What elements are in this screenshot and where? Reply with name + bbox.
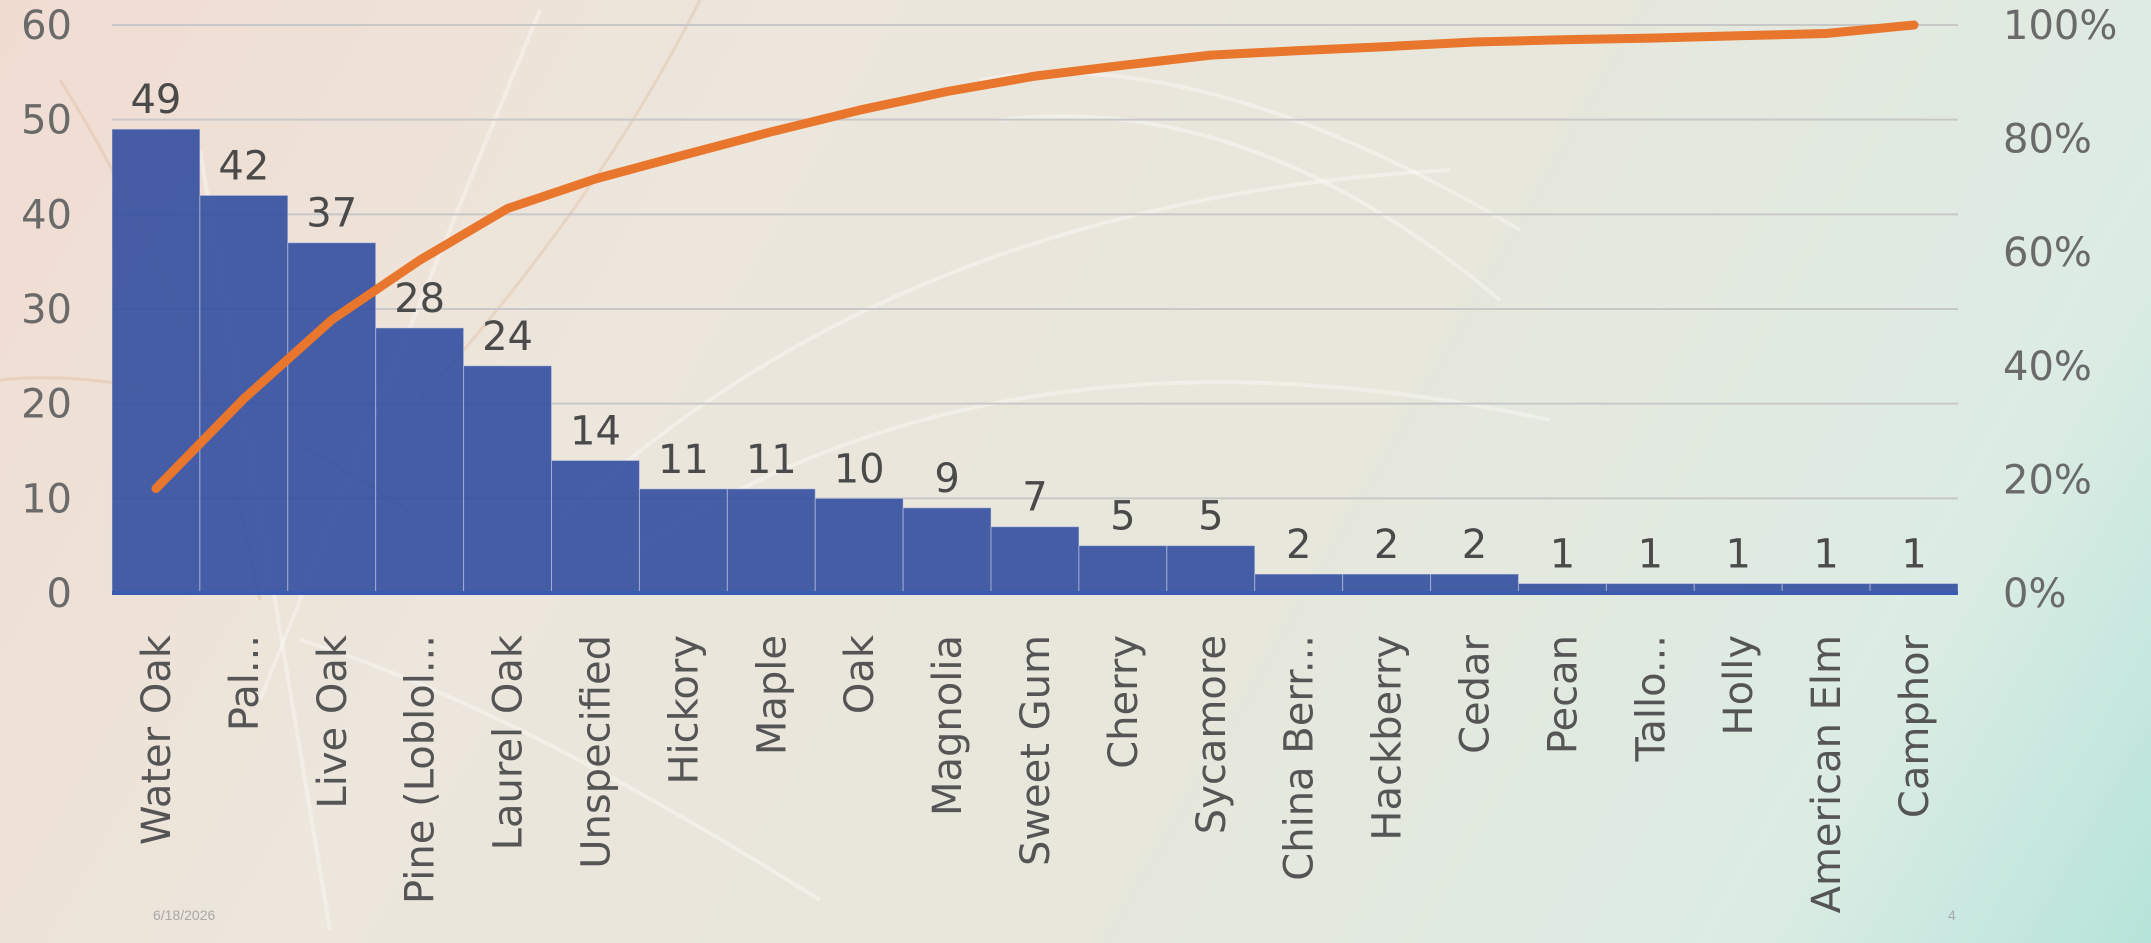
data-label: 5 <box>1110 494 1135 540</box>
category-label: Camphor <box>1892 634 1938 818</box>
category-label: Pine (Loblol... <box>398 635 444 904</box>
data-label: 7 <box>1022 475 1047 521</box>
bar <box>1166 545 1256 594</box>
data-label: 37 <box>306 191 357 237</box>
y-tick-label: 30 <box>21 287 72 333</box>
category-label: Pecan <box>1540 635 1586 754</box>
data-label: 2 <box>1374 522 1399 568</box>
category-label: Oak <box>837 634 883 714</box>
y-tick-label: 60 <box>21 3 72 49</box>
category-label: Unspecified <box>573 635 619 869</box>
y2-tick-label: 40% <box>2003 344 2092 390</box>
data-label: 42 <box>218 143 269 189</box>
bars <box>111 128 1959 594</box>
category-label: China Berr... <box>1277 635 1323 881</box>
category-label: Laurel Oak <box>486 634 532 850</box>
category-label: Live Oak <box>310 634 356 808</box>
bar <box>902 507 992 594</box>
data-label: 2 <box>1286 522 1311 568</box>
bar <box>726 488 816 594</box>
category-label: Hickory <box>661 635 707 785</box>
category-label: Sycamore <box>1189 635 1235 834</box>
bar <box>463 365 553 594</box>
bar <box>814 497 904 594</box>
data-label: 5 <box>1198 494 1223 540</box>
bar <box>111 128 201 594</box>
data-label: 10 <box>834 446 885 492</box>
data-label: 9 <box>934 456 959 502</box>
category-label: Maple <box>749 635 795 755</box>
bar <box>1430 573 1519 594</box>
category-label: Water Oak <box>134 634 180 845</box>
data-label: 1 <box>1726 532 1751 578</box>
y-axis-left: 0 10 20 30 40 50 60 <box>21 3 72 617</box>
bar <box>638 488 728 594</box>
category-label: Cherry <box>1101 635 1147 769</box>
y2-tick-label: 80% <box>2003 117 2092 163</box>
data-label: 1 <box>1550 532 1575 578</box>
y-tick-label: 20 <box>21 382 72 428</box>
y2-tick-label: 0% <box>2003 571 2066 617</box>
data-label: 14 <box>570 408 621 454</box>
category-label: American Elm <box>1804 635 1850 913</box>
bar <box>1342 573 1432 594</box>
cumulative-line <box>151 20 1919 493</box>
category-label: Holly <box>1716 635 1762 735</box>
footer-page-number: 4 <box>1948 907 1956 923</box>
data-label: 11 <box>658 437 709 483</box>
category-label: Tallo... <box>1628 635 1674 762</box>
data-label: 1 <box>1813 532 1838 578</box>
data-label: 11 <box>746 437 797 483</box>
footer-date: 6/18/2026 <box>153 907 216 923</box>
cumulative-percent-line <box>151 20 1919 493</box>
category-label: Cedar <box>1453 634 1499 753</box>
y2-tick-label: 60% <box>2003 230 2092 276</box>
data-label: 1 <box>1638 532 1663 578</box>
y-tick-label: 10 <box>21 476 72 522</box>
category-label: Hackberry <box>1365 635 1411 841</box>
data-label: 1 <box>1901 532 1926 578</box>
bar <box>375 327 465 594</box>
category-label: Sweet Gum <box>1013 635 1059 866</box>
y2-tick-label: 20% <box>2003 457 2092 503</box>
category-labels: Water Oak Pal... Live Oak Pine (Loblol... La… <box>134 634 1938 913</box>
y2-tick-label: 100% <box>2003 3 2117 49</box>
data-label: 28 <box>394 276 445 322</box>
data-label: 49 <box>130 77 181 123</box>
y-tick-label: 0 <box>47 571 72 617</box>
data-label: 24 <box>482 314 533 360</box>
data-label: 2 <box>1462 522 1487 568</box>
bar <box>551 459 640 594</box>
category-label: Magnolia <box>925 635 971 816</box>
y-axis-right: 0% 20% 40% 60% 80% 100% <box>2003 3 2117 617</box>
y-tick-label: 40 <box>21 192 72 238</box>
bar <box>1254 573 1344 594</box>
bar <box>990 526 1080 594</box>
category-label: Pal... <box>222 635 268 731</box>
bar <box>1078 545 1168 594</box>
y-tick-label: 50 <box>21 98 72 144</box>
